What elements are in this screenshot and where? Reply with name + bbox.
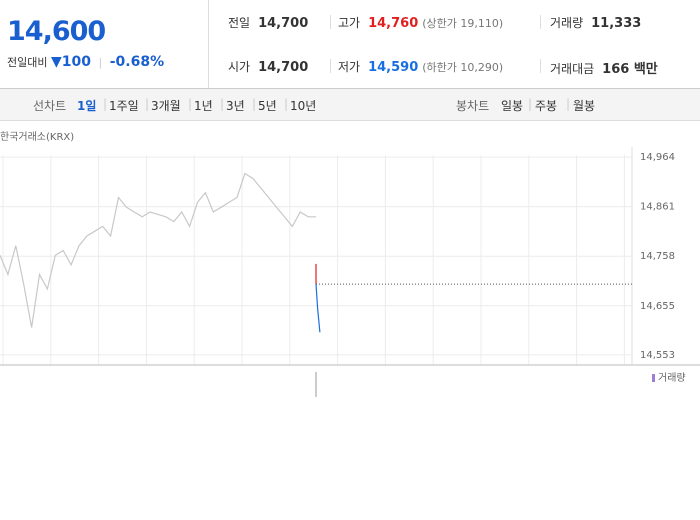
- stat: 전일 14,700: [228, 14, 308, 31]
- tab-divider: |: [103, 97, 108, 111]
- source: 한국거래소(KRX): [0, 131, 74, 143]
- tab[interactable]: 10년: [290, 99, 317, 113]
- price-box: 14,600 전일대비 ▼100 | -0.68%: [0, 0, 209, 88]
- price: 14,600: [7, 16, 106, 47]
- tab[interactable]: 3개월: [151, 99, 181, 113]
- y-tick-label: 14,964: [640, 152, 675, 163]
- tab-group-label: 봉차트: [456, 99, 490, 113]
- tab[interactable]: 5년: [258, 99, 277, 113]
- stock-widget: 14,600 전일대비 ▼100 | -0.68% 전일 14,700 고가 14,7…: [0, 0, 700, 397]
- tab[interactable]: 주봉: [535, 99, 558, 113]
- y-tick-label: 14,758: [640, 251, 675, 262]
- tab[interactable]: 3년: [226, 99, 245, 113]
- stat-label: 고가: [338, 16, 361, 30]
- stat-label: 전일: [228, 16, 251, 30]
- stat-value: 166 백만: [602, 62, 658, 77]
- stat: 시가 14,700: [228, 58, 308, 75]
- stat-value: 11,333: [591, 16, 642, 31]
- tab[interactable]: 일봉: [501, 99, 524, 113]
- stat-value: 14,590: [368, 60, 419, 75]
- tab-group-label: 선차트: [33, 99, 67, 113]
- stat-value: 14,700: [258, 16, 309, 31]
- tab-divider: |: [188, 97, 193, 111]
- header: 14,600 전일대비 ▼100 | -0.68% 전일 14,700 고가 14,7…: [0, 0, 700, 89]
- tab-divider: |: [566, 97, 571, 111]
- stat-label: 저가: [338, 60, 361, 74]
- y-tick-label: 14,861: [640, 202, 675, 213]
- divider: [540, 15, 541, 29]
- stat-label: 거래량: [550, 16, 584, 30]
- tab[interactable]: 1일: [77, 99, 97, 113]
- divider: [330, 59, 331, 73]
- stat: 거래량 11,333: [550, 14, 641, 31]
- tab-divider: |: [252, 97, 257, 111]
- stat: 고가 14,760 (상한가 19,110): [338, 14, 503, 31]
- stat-value: 14,700: [258, 60, 309, 75]
- change-label: 전일대비: [7, 56, 48, 69]
- tab-divider: |: [284, 97, 289, 111]
- stat: 저가 14,590 (하한가 10,290): [338, 58, 503, 75]
- y-tick-label: 14,655: [640, 301, 675, 312]
- volume-legend: 거래량: [658, 372, 686, 384]
- tab[interactable]: 월봉: [573, 99, 596, 113]
- y-tick-label: 14,553: [640, 350, 675, 361]
- divider: |: [98, 56, 103, 69]
- stat-note: (상한가 19,110): [422, 17, 504, 30]
- stat-label: 거래대금: [550, 62, 595, 76]
- change-row: 전일대비 ▼100 | -0.68%: [7, 54, 164, 70]
- change-rate: -0.68%: [109, 54, 165, 70]
- volume-legend-swatch: [652, 374, 655, 382]
- tab-bar: 선차트 1일 1주일 | 3개월 | 1년 | 3년 | 5년 | 10년 | 봉차트 일봉 주봉 | 월봉 |: [0, 89, 700, 121]
- tab-divider: |: [220, 97, 225, 111]
- stat-note: (하한가 10,290): [422, 61, 504, 74]
- stat-value: 14,760: [368, 16, 419, 31]
- tab-divider: |: [145, 97, 150, 111]
- tab[interactable]: 1주일: [109, 99, 139, 113]
- tab[interactable]: 1년: [194, 99, 213, 113]
- tab-divider: |: [528, 97, 533, 111]
- chart: 한국거래소(KRX) 14,553 14,655 14,758 14,861 14,96…: [0, 131, 700, 397]
- price-line: [0, 172, 316, 328]
- divider: [540, 59, 541, 73]
- stat: 거래대금 166 백만: [550, 58, 658, 77]
- change: 100: [61, 54, 91, 70]
- price-line: [315, 284, 321, 333]
- down-arrow: ▼: [50, 54, 62, 70]
- stat-label: 시가: [228, 60, 251, 74]
- divider: [330, 15, 331, 29]
